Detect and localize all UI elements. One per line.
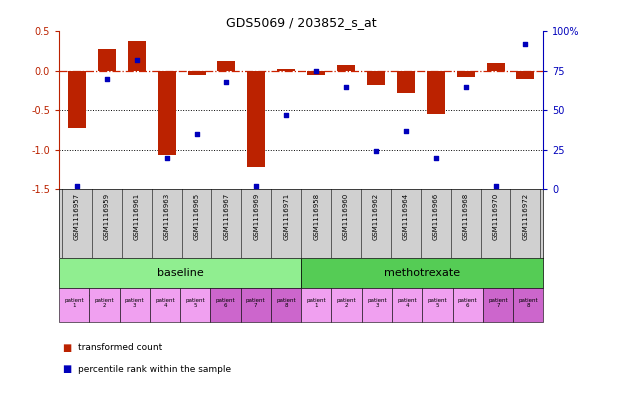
- Text: GSM1116964: GSM1116964: [403, 193, 409, 240]
- Text: patient
4: patient 4: [397, 298, 417, 308]
- Point: [132, 57, 142, 63]
- Bar: [307, 71, 325, 75]
- Point: [341, 83, 351, 90]
- Point: [252, 183, 261, 189]
- Point: [161, 154, 171, 161]
- Bar: [456, 71, 474, 77]
- Text: GSM1116965: GSM1116965: [194, 193, 199, 240]
- Point: [520, 41, 530, 47]
- Text: agent: agent: [61, 268, 89, 278]
- Bar: [337, 65, 355, 71]
- Text: patient
1: patient 1: [307, 298, 326, 308]
- Text: GSM1116972: GSM1116972: [522, 193, 528, 240]
- Text: individual: individual: [61, 293, 109, 303]
- Text: patient
5: patient 5: [186, 298, 205, 308]
- Bar: [367, 71, 385, 85]
- Point: [491, 183, 501, 189]
- Text: baseline: baseline: [156, 268, 204, 278]
- Text: GSM1116963: GSM1116963: [164, 193, 170, 240]
- Point: [222, 79, 232, 85]
- Point: [311, 68, 321, 74]
- Text: patient
4: patient 4: [155, 298, 175, 308]
- Bar: [68, 71, 86, 128]
- Text: patient
8: patient 8: [519, 298, 538, 308]
- Point: [371, 148, 381, 154]
- Point: [102, 75, 112, 82]
- Point: [191, 131, 201, 137]
- Text: transformed count: transformed count: [78, 343, 162, 352]
- Bar: [427, 71, 445, 114]
- Bar: [98, 49, 116, 71]
- Point: [431, 154, 441, 161]
- Text: ■: ■: [62, 343, 71, 353]
- Text: GSM1116967: GSM1116967: [224, 193, 229, 240]
- Text: GSM1116968: GSM1116968: [463, 193, 469, 240]
- Text: ■: ■: [62, 364, 71, 375]
- Bar: [217, 61, 235, 71]
- Text: patient
1: patient 1: [65, 298, 84, 308]
- Text: GSM1116960: GSM1116960: [343, 193, 349, 240]
- Text: patient
6: patient 6: [458, 298, 478, 308]
- Text: patient
6: patient 6: [215, 298, 235, 308]
- Text: GSM1116970: GSM1116970: [492, 193, 499, 240]
- Point: [401, 128, 411, 134]
- Text: patient
7: patient 7: [246, 298, 266, 308]
- Text: GSM1116966: GSM1116966: [433, 193, 438, 240]
- Text: percentile rank within the sample: percentile rank within the sample: [78, 365, 231, 374]
- Text: patient
7: patient 7: [488, 298, 508, 308]
- Bar: [158, 71, 176, 155]
- Text: methotrexate: methotrexate: [384, 268, 460, 278]
- Point: [72, 183, 82, 189]
- Text: GSM1116962: GSM1116962: [373, 193, 379, 240]
- Bar: [188, 71, 206, 75]
- Text: patient
2: patient 2: [94, 298, 114, 308]
- Text: patient
3: patient 3: [367, 298, 387, 308]
- Text: GSM1116957: GSM1116957: [74, 193, 80, 240]
- Text: GSM1116969: GSM1116969: [253, 193, 260, 240]
- Text: GSM1116961: GSM1116961: [134, 193, 140, 240]
- Bar: [128, 41, 146, 71]
- Bar: [247, 71, 265, 167]
- Bar: [517, 71, 535, 79]
- Title: GDS5069 / 203852_s_at: GDS5069 / 203852_s_at: [226, 16, 376, 29]
- Text: patient
5: patient 5: [428, 298, 447, 308]
- Text: GSM1116971: GSM1116971: [283, 193, 289, 240]
- Text: GSM1116958: GSM1116958: [313, 193, 319, 240]
- Bar: [277, 69, 295, 71]
- Bar: [487, 63, 504, 71]
- Text: patient
3: patient 3: [125, 298, 145, 308]
- Text: patient
2: patient 2: [337, 298, 356, 308]
- Bar: [397, 71, 415, 93]
- Point: [281, 112, 291, 118]
- Text: GSM1116959: GSM1116959: [104, 193, 110, 240]
- Point: [461, 83, 471, 90]
- Text: patient
8: patient 8: [276, 298, 296, 308]
